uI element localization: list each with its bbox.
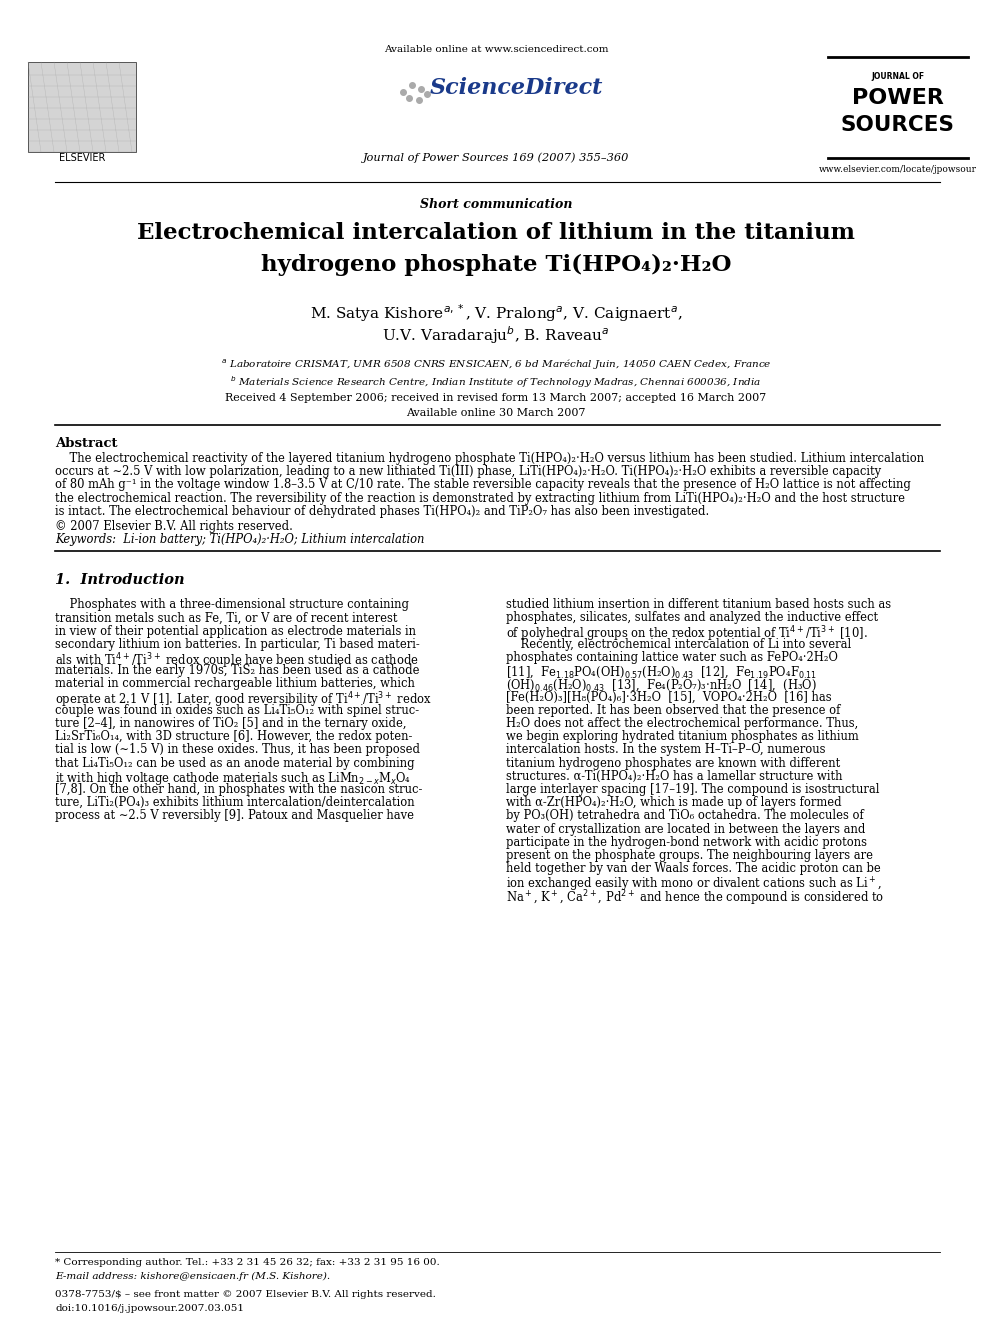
Text: Journal of Power Sources 169 (2007) 355–360: Journal of Power Sources 169 (2007) 355–… xyxy=(363,152,629,163)
Text: Abstract: Abstract xyxy=(55,437,117,450)
Text: (OH)$_{0.46}$(H₂O)$_{0.43}$  [13],  Fe₄(P₂O₇)₃·nH₂O  [14],  (H₃O): (OH)$_{0.46}$(H₂O)$_{0.43}$ [13], Fe₄(P₂… xyxy=(506,677,816,693)
Text: occurs at ∼2.5 V with low polarization, leading to a new lithiated Ti(III) phase: occurs at ∼2.5 V with low polarization, … xyxy=(55,466,881,478)
Text: ELSEVIER: ELSEVIER xyxy=(59,153,105,163)
Text: ture, LiTi₂(PO₄)₃ exhibits lithium intercalation/deintercalation: ture, LiTi₂(PO₄)₃ exhibits lithium inter… xyxy=(55,796,415,810)
Text: SOURCES: SOURCES xyxy=(841,115,955,135)
Text: POWER: POWER xyxy=(852,89,944,108)
Text: couple was found in oxides such as Li₄Ti₅O₁₂ with spinel struc-: couple was found in oxides such as Li₄Ti… xyxy=(55,704,420,717)
Text: als with Ti$^{4+}$/Ti$^{3+}$ redox couple have been studied as cathode: als with Ti$^{4+}$/Ti$^{3+}$ redox coupl… xyxy=(55,651,419,671)
Text: been reported. It has been observed that the presence of: been reported. It has been observed that… xyxy=(506,704,840,717)
Text: by PO₃(OH) tetrahedra and TiO₆ octahedra. The molecules of: by PO₃(OH) tetrahedra and TiO₆ octahedra… xyxy=(506,810,864,823)
Text: 1.  Introduction: 1. Introduction xyxy=(55,573,185,587)
Text: doi:10.1016/j.jpowsour.2007.03.051: doi:10.1016/j.jpowsour.2007.03.051 xyxy=(55,1304,244,1312)
Text: E-mail address: kishore@ensicaen.fr (M.S. Kishore).: E-mail address: kishore@ensicaen.fr (M.S… xyxy=(55,1271,330,1281)
Text: ScienceDirect: ScienceDirect xyxy=(430,77,603,99)
Text: hydrogeno phosphate Ti(HPO₄)₂·H₂O: hydrogeno phosphate Ti(HPO₄)₂·H₂O xyxy=(261,254,731,277)
Text: $^{a}$ Laboratoire CRISMAT, UMR 6508 CNRS ENSICAEN, 6 bd Maréchal Juin, 14050 CA: $^{a}$ Laboratoire CRISMAT, UMR 6508 CNR… xyxy=(221,359,771,372)
Text: The electrochemical reactivity of the layered titanium hydrogeno phosphate Ti(HP: The electrochemical reactivity of the la… xyxy=(55,452,925,464)
Text: Electrochemical intercalation of lithium in the titanium: Electrochemical intercalation of lithium… xyxy=(137,222,855,243)
Text: * Corresponding author. Tel.: +33 2 31 45 26 32; fax: +33 2 31 95 16 00.: * Corresponding author. Tel.: +33 2 31 4… xyxy=(55,1258,439,1267)
Text: U.V. Varadaraju$^{b}$, B. Raveau$^{a}$: U.V. Varadaraju$^{b}$, B. Raveau$^{a}$ xyxy=(382,324,610,345)
Bar xyxy=(28,62,136,152)
Text: Available online 30 March 2007: Available online 30 March 2007 xyxy=(407,407,585,418)
Text: Li₂SrTi₆O₁₄, with 3D structure [6]. However, the redox poten-: Li₂SrTi₆O₁₄, with 3D structure [6]. Howe… xyxy=(55,730,413,744)
Text: materials. In the early 1970s, TiS₂ has been used as a cathode: materials. In the early 1970s, TiS₂ has … xyxy=(55,664,420,677)
Text: the electrochemical reaction. The reversibility of the reaction is demonstrated : the electrochemical reaction. The revers… xyxy=(55,492,905,504)
Text: [11],  Fe$_{1.18}$PO₄(OH)$_{0.57}$(H₂O)$_{0.43}$  [12],  Fe$_{1.19}$PO₄F$_{0.11}: [11], Fe$_{1.18}$PO₄(OH)$_{0.57}$(H₂O)$_… xyxy=(506,664,817,680)
Text: Keywords:  Li-ion battery; Ti(HPO₄)₂·H₂O; Lithium intercalation: Keywords: Li-ion battery; Ti(HPO₄)₂·H₂O;… xyxy=(55,533,425,546)
Text: ion exchanged easily with mono or divalent cations such as Li$^+$,: ion exchanged easily with mono or divale… xyxy=(506,876,882,894)
Text: water of crystallization are located in between the layers and: water of crystallization are located in … xyxy=(506,823,865,836)
Text: studied lithium insertion in different titanium based hosts such as: studied lithium insertion in different t… xyxy=(506,598,891,611)
Text: is intact. The electrochemical behaviour of dehydrated phases Ti(HPO₄)₂ and TiP₂: is intact. The electrochemical behaviour… xyxy=(55,505,709,517)
Text: structures. α-Ti(HPO₄)₂·H₂O has a lamellar structure with: structures. α-Ti(HPO₄)₂·H₂O has a lamell… xyxy=(506,770,842,783)
Text: ture [2–4], in nanowires of TiO₂ [5] and in the ternary oxide,: ture [2–4], in nanowires of TiO₂ [5] and… xyxy=(55,717,407,730)
Text: operate at 2.1 V [1]. Later, good reversibility of Ti$^{4+}$/Ti$^{3+}$ redox: operate at 2.1 V [1]. Later, good revers… xyxy=(55,691,432,710)
Text: www.elsevier.com/locate/jpowsour: www.elsevier.com/locate/jpowsour xyxy=(819,165,977,175)
Text: participate in the hydrogen-bond network with acidic protons: participate in the hydrogen-bond network… xyxy=(506,836,867,849)
Text: $^{b}$ Materials Science Research Centre, Indian Institute of Technology Madras,: $^{b}$ Materials Science Research Centre… xyxy=(230,374,762,390)
Text: process at ∼2.5 V reversibly [9]. Patoux and Masquelier have: process at ∼2.5 V reversibly [9]. Patoux… xyxy=(55,810,414,823)
Text: Recently, electrochemical intercalation of Li into several: Recently, electrochemical intercalation … xyxy=(506,638,851,651)
Text: we begin exploring hydrated titanium phosphates as lithium: we begin exploring hydrated titanium pho… xyxy=(506,730,859,744)
Text: of 80 mAh g⁻¹ in the voltage window 1.8–3.5 V at C/10 rate. The stable reversibl: of 80 mAh g⁻¹ in the voltage window 1.8–… xyxy=(55,479,911,491)
Text: titanium hydrogeno phosphates are known with different: titanium hydrogeno phosphates are known … xyxy=(506,757,840,770)
Text: phosphates, silicates, sulfates and analyzed the inductive effect: phosphates, silicates, sulfates and anal… xyxy=(506,611,878,624)
Text: secondary lithium ion batteries. In particular, Ti based materi-: secondary lithium ion batteries. In part… xyxy=(55,638,420,651)
Text: of polyhedral groups on the redox potential of Ti$^{4+}$/Ti$^{3+}$ [10].: of polyhedral groups on the redox potent… xyxy=(506,624,868,644)
Text: Phosphates with a three-dimensional structure containing: Phosphates with a three-dimensional stru… xyxy=(55,598,409,611)
Text: M. Satya Kishore$^{a,*}$, V. Pralong$^{a}$, V. Caignaert$^{a}$,: M. Satya Kishore$^{a,*}$, V. Pralong$^{a… xyxy=(310,302,682,324)
Text: with α-Zr(HPO₄)₂·H₂O, which is made up of layers formed: with α-Zr(HPO₄)₂·H₂O, which is made up o… xyxy=(506,796,841,810)
Text: tial is low (∼1.5 V) in these oxides. Thus, it has been proposed: tial is low (∼1.5 V) in these oxides. Th… xyxy=(55,744,420,757)
Text: in view of their potential application as electrode materials in: in view of their potential application a… xyxy=(55,624,416,638)
Text: that Li₄Ti₅O₁₂ can be used as an anode material by combining: that Li₄Ti₅O₁₂ can be used as an anode m… xyxy=(55,757,415,770)
Text: intercalation hosts. In the system H–Ti–P–O, numerous: intercalation hosts. In the system H–Ti–… xyxy=(506,744,825,757)
Text: Na$^+$, K$^+$, Ca$^{2+}$, Pd$^{2+}$ and hence the compound is considered to: Na$^+$, K$^+$, Ca$^{2+}$, Pd$^{2+}$ and … xyxy=(506,889,884,908)
Text: JOURNAL OF: JOURNAL OF xyxy=(871,71,925,81)
Text: it with high voltage cathode materials such as LiMn$_{2-x}$M$_x$O₄: it with high voltage cathode materials s… xyxy=(55,770,411,787)
Text: [7,8]. On the other hand, in phosphates with the nasicon struc-: [7,8]. On the other hand, in phosphates … xyxy=(55,783,423,796)
Text: Available online at www.sciencedirect.com: Available online at www.sciencedirect.co… xyxy=(384,45,608,54)
Text: H₂O does not affect the electrochemical performance. Thus,: H₂O does not affect the electrochemical … xyxy=(506,717,858,730)
Text: material in commercial rechargeable lithium batteries, which: material in commercial rechargeable lith… xyxy=(55,677,415,691)
Text: large interlayer spacing [17–19]. The compound is isostructural: large interlayer spacing [17–19]. The co… xyxy=(506,783,880,796)
Text: phosphates containing lattice water such as FePO₄·2H₂O: phosphates containing lattice water such… xyxy=(506,651,838,664)
Text: transition metals such as Fe, Ti, or V are of recent interest: transition metals such as Fe, Ti, or V a… xyxy=(55,611,398,624)
Text: present on the phosphate groups. The neighbouring layers are: present on the phosphate groups. The nei… xyxy=(506,849,873,863)
Text: Received 4 September 2006; received in revised form 13 March 2007; accepted 16 M: Received 4 September 2006; received in r… xyxy=(225,393,767,404)
Text: held together by van der Waals forces. The acidic proton can be: held together by van der Waals forces. T… xyxy=(506,863,881,876)
Text: Short communication: Short communication xyxy=(420,198,572,210)
Text: © 2007 Elsevier B.V. All rights reserved.: © 2007 Elsevier B.V. All rights reserved… xyxy=(55,520,293,533)
Text: [Fe(H₂O)₃][H₈(PO₄)₆]·3H₂O  [15],  VOPO₄·2H₂O  [16] has: [Fe(H₂O)₃][H₈(PO₄)₆]·3H₂O [15], VOPO₄·2H… xyxy=(506,691,831,704)
Text: 0378-7753/$ – see front matter © 2007 Elsevier B.V. All rights reserved.: 0378-7753/$ – see front matter © 2007 El… xyxy=(55,1290,435,1299)
